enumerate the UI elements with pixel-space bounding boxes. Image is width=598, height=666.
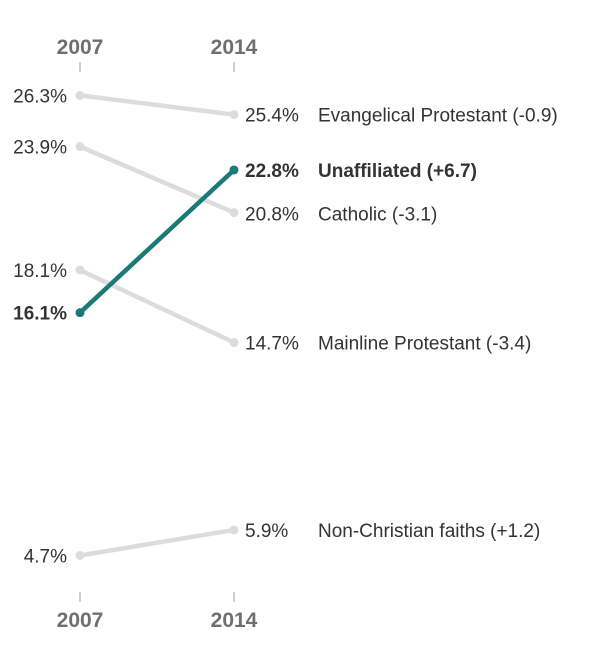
series-label-unaffiliated: Unaffiliated (+6.7) xyxy=(318,161,477,182)
point-2007-mainline-protestant xyxy=(75,265,85,275)
value-label-2007-unaffiliated: 16.1% xyxy=(13,304,67,325)
point-2014-unaffiliated xyxy=(229,165,239,175)
series-layer: 26.3%25.4% Evangelical Protestant (-0.9)2… xyxy=(13,86,558,567)
series-label-evangelical-protestant: Evangelical Protestant (-0.9) xyxy=(318,106,558,127)
point-2014-mainline-protestant xyxy=(229,338,239,347)
series-non-christian-faiths: 4.7% 5.9% Non-Christian faiths (+1.2) xyxy=(24,521,541,568)
point-2014-evangelical-protestant xyxy=(229,110,239,120)
series-line-unaffiliated xyxy=(77,167,237,315)
value-label-2014-mainline-protestant: 14.7% xyxy=(245,334,299,355)
series-line-non-christian-faiths xyxy=(77,527,237,558)
point-2007-non-christian-faiths xyxy=(75,551,85,560)
series-catholic: 23.9% 20.8% Catholic (-3.1) xyxy=(13,138,437,226)
series-line-catholic xyxy=(77,144,237,215)
series-label-catholic: Catholic (-3.1) xyxy=(318,205,437,226)
year-header-2014-bottom: 2014 xyxy=(211,609,258,632)
value-label-2007-catholic: 23.9% xyxy=(13,138,67,159)
point-2007-unaffiliated xyxy=(75,308,85,318)
series-label-mainline-protestant: Mainline Protestant (-3.4) xyxy=(318,334,531,355)
point-2014-catholic xyxy=(229,208,239,218)
value-label-2007-non-christian-faiths: 4.7% xyxy=(24,547,67,568)
series-mainline-protestant: 18.1% 14.7% Mainline Protestant (-3.4) xyxy=(13,261,531,354)
value-label-2014-unaffiliated: 22.8% xyxy=(245,161,299,182)
year-header-2007-top: 2007 xyxy=(57,36,104,59)
series-evangelical-protestant: 26.3% 25.4% Evangelical Protestant (-0.9) xyxy=(13,86,558,126)
series-line-mainline-protestant xyxy=(77,267,237,345)
point-2014-non-christian-faiths xyxy=(229,525,239,535)
value-label-2007-mainline-protestant: 18.1% xyxy=(13,261,67,282)
series-label-non-christian-faiths: Non-Christian faiths (+1.2) xyxy=(318,521,540,542)
point-2007-evangelical-protestant xyxy=(75,90,85,100)
point-2007-catholic xyxy=(75,142,85,152)
year-header-2007-bottom: 2007 xyxy=(57,609,104,632)
value-label-2014-catholic: 20.8% xyxy=(245,205,299,226)
series-line-evangelical-protestant xyxy=(77,93,237,117)
series-unaffiliated: 16.1% 22.8% Unaffiliated (+6.7) xyxy=(13,161,477,325)
value-label-2014-evangelical-protestant: 25.4% xyxy=(245,106,299,127)
year-header-2014-top: 2014 xyxy=(211,36,258,59)
value-label-2014-non-christian-faiths: 5.9% xyxy=(245,521,288,542)
value-label-2007-evangelical-protestant: 26.3% xyxy=(13,86,67,107)
